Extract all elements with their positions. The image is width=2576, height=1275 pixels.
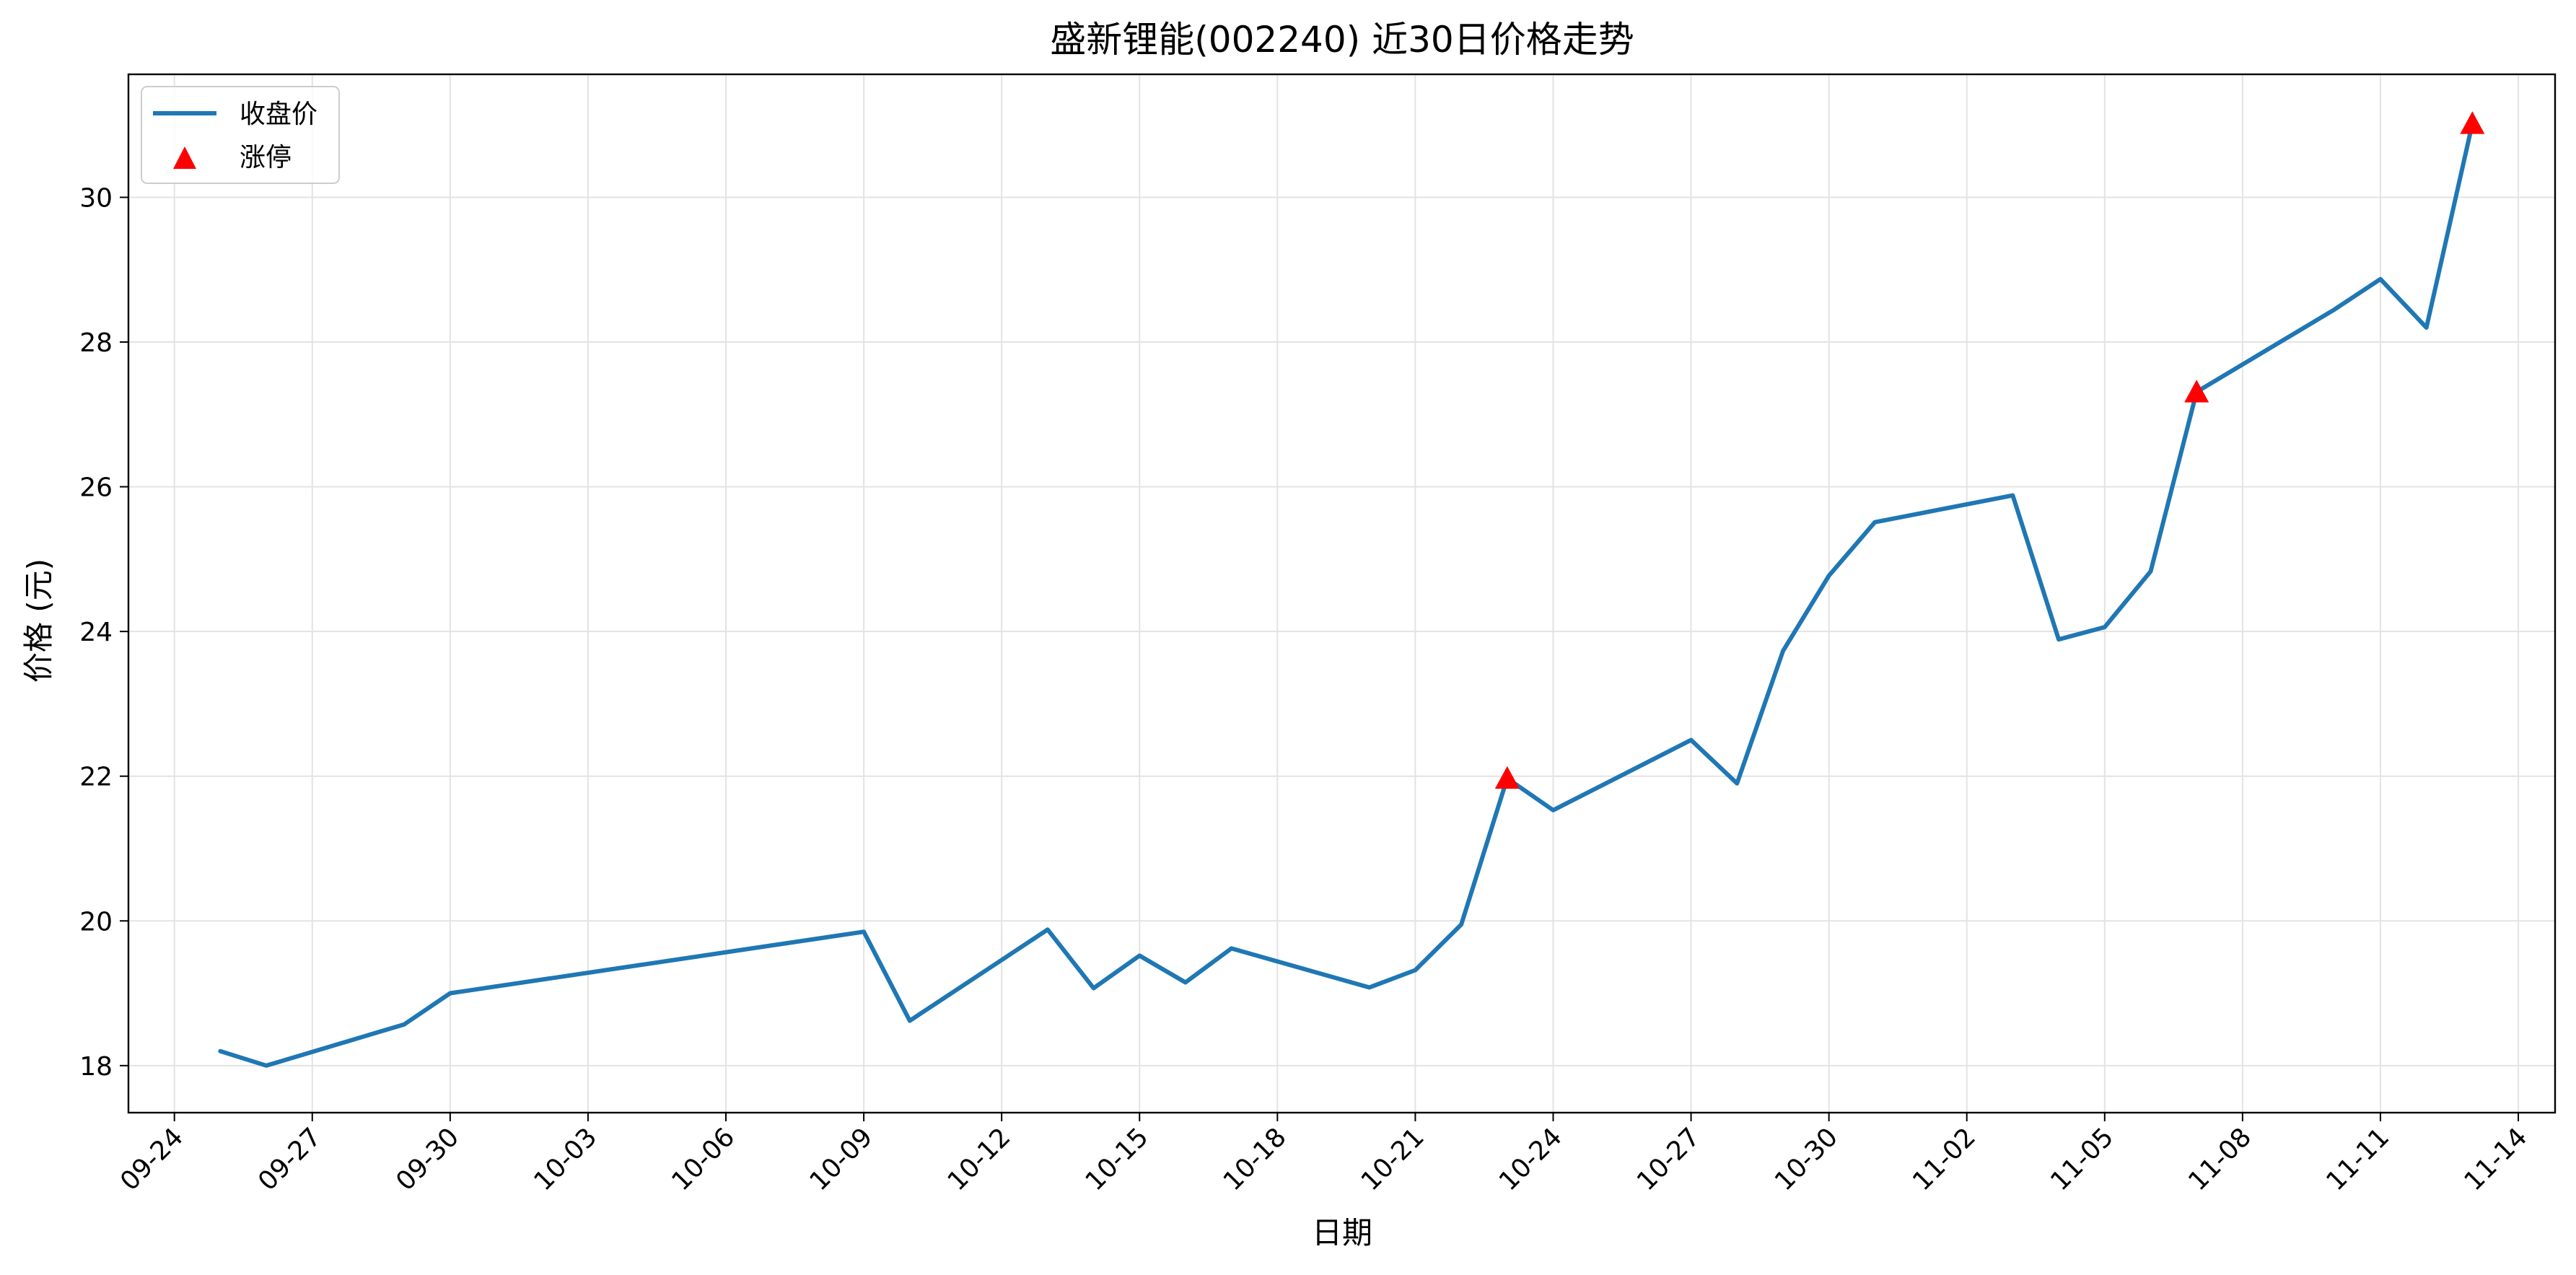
legend: 收盘价 涨停 (141, 86, 340, 184)
limit-up-marker (1494, 766, 1520, 789)
series-layer (218, 111, 2485, 1068)
legend-label-limit-up: 涨停 (240, 143, 292, 172)
limit-up-marker (2184, 380, 2209, 403)
y-tick-label: 18 (79, 1052, 113, 1082)
grid (128, 74, 2555, 1113)
y-tick-label: 30 (79, 183, 113, 213)
y-tick-label: 22 (79, 763, 113, 792)
x-axis-title: 日期 (1312, 1215, 1372, 1250)
y-axis-title: 价格 (元) (21, 558, 56, 683)
legend-label-close: 收盘价 (240, 100, 317, 129)
plot-frame (127, 73, 2557, 1114)
y-tick-label: 20 (79, 907, 113, 937)
y-tick-label: 24 (79, 618, 113, 647)
axes (127, 73, 2557, 1114)
chart-title: 盛新锂能(002240) 近30日价格走势 (1050, 19, 1634, 61)
y-tick-label: 26 (79, 473, 113, 503)
limit-up-marker (2460, 111, 2485, 134)
legend-triangle-swatch (173, 146, 196, 169)
close-price-line (218, 121, 2475, 1068)
y-tick-label: 28 (79, 328, 113, 358)
